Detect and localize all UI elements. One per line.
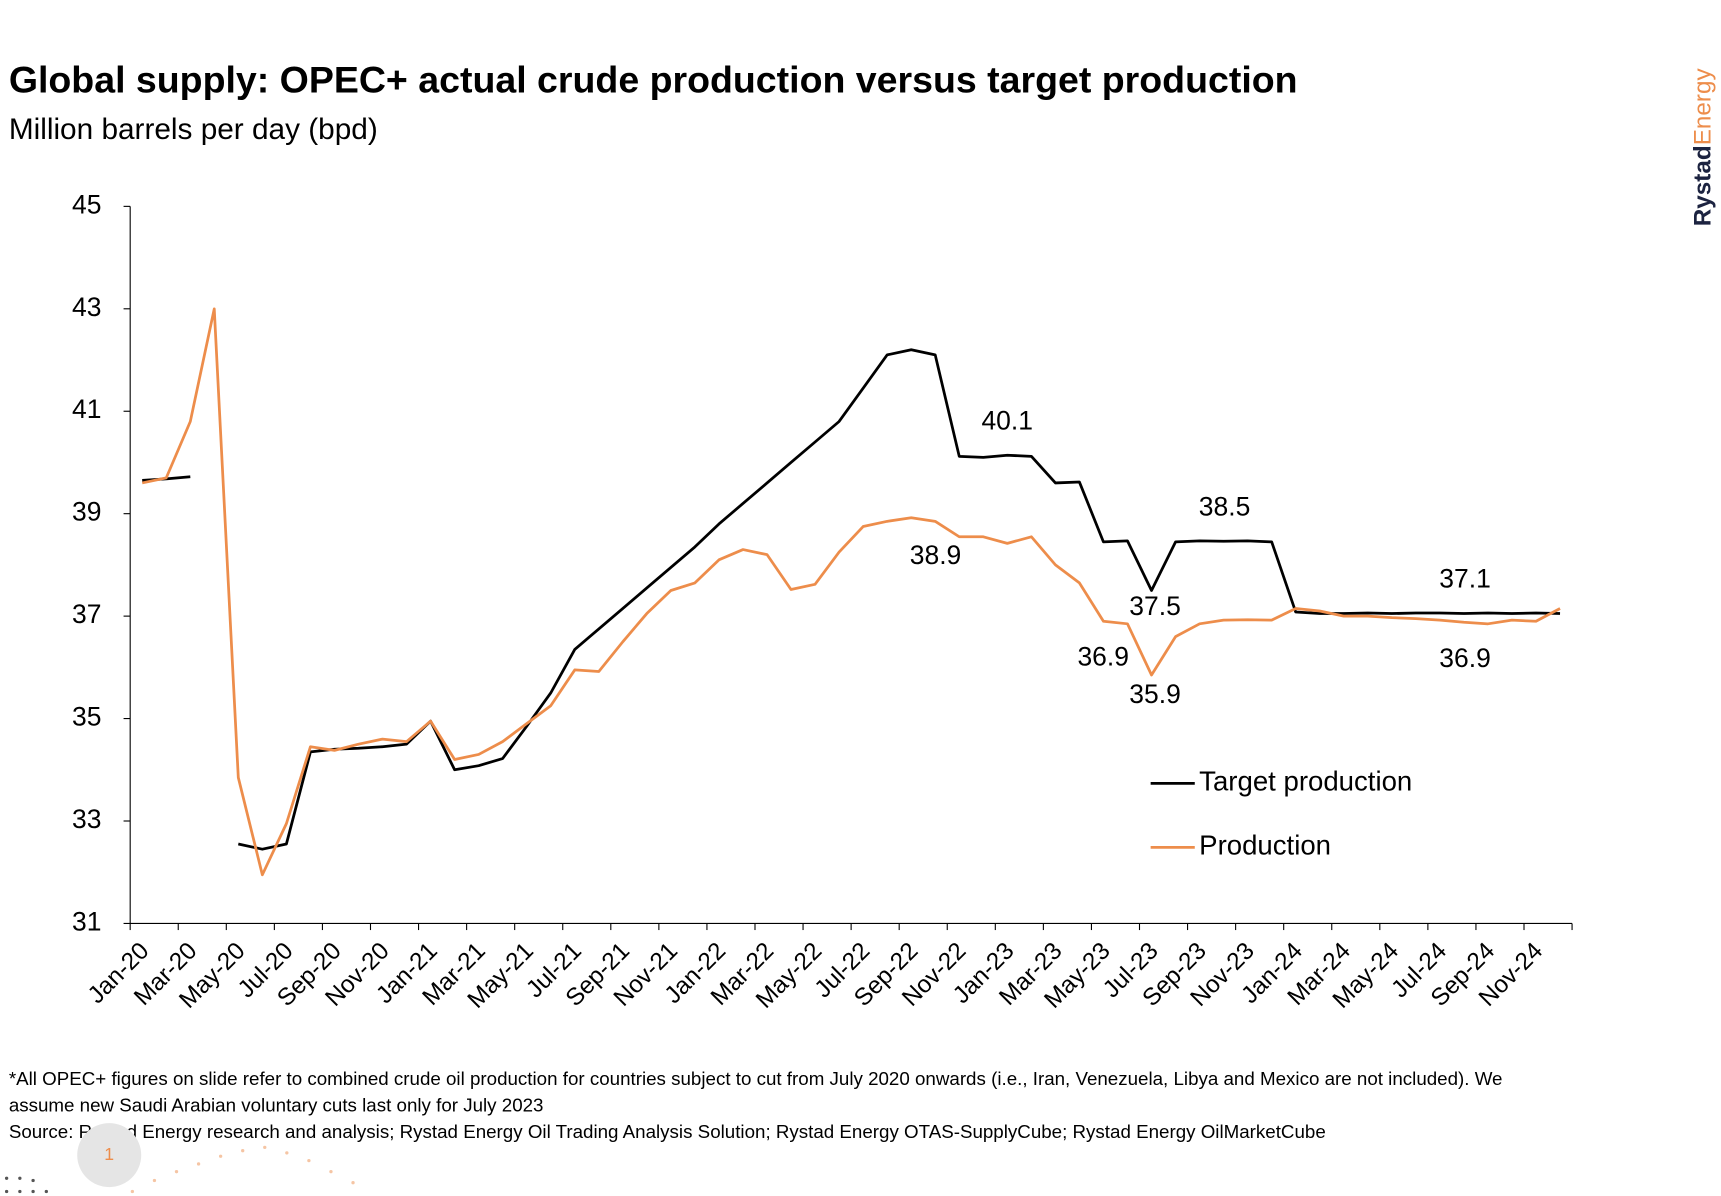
- logo-text: RystadEnergy: [1690, 68, 1717, 227]
- annotation: 35.9: [1129, 679, 1181, 709]
- y-tick-label: 43: [72, 292, 101, 322]
- source: Source: Rystad Energy research and analy…: [9, 1121, 1326, 1142]
- page-number: 1: [104, 1144, 114, 1164]
- footnote: *All OPEC+ figures on slide refer to com…: [9, 1068, 1503, 1089]
- annotation: 36.9: [1439, 643, 1491, 673]
- y-tick-label: 41: [72, 394, 101, 424]
- annotation: 38.5: [1199, 492, 1251, 522]
- y-tick-label: 35: [72, 702, 101, 732]
- annotation: 37.1: [1439, 563, 1491, 593]
- decoration: [4, 1176, 48, 1194]
- logo: RystadEnergy: [1690, 68, 1717, 227]
- footnote: assume new Saudi Arabian voluntary cuts …: [9, 1095, 544, 1116]
- y-tick-label: 31: [72, 906, 101, 936]
- logo-part: Rystad: [1690, 145, 1717, 226]
- y-tick-label: 33: [72, 804, 101, 834]
- decoration: [130, 1145, 355, 1194]
- annotation: 38.9: [910, 540, 962, 570]
- y-tick-label: 45: [72, 189, 101, 219]
- page-badge: [77, 1123, 142, 1188]
- series-line: [141, 307, 1561, 877]
- chart-subtitle: Million barrels per day (bpd): [9, 113, 378, 146]
- logo-part: Energy: [1690, 68, 1717, 146]
- chart-title: Global supply: OPEC+ actual crude produc…: [9, 59, 1298, 101]
- annotation: 37.5: [1129, 591, 1181, 621]
- legend-label: Target production: [1199, 766, 1412, 797]
- y-tick-label: 39: [72, 497, 101, 527]
- annotation: 40.1: [981, 406, 1033, 436]
- y-tick-label: 37: [72, 599, 101, 629]
- legend-label: Production: [1199, 830, 1331, 861]
- annotation: 36.9: [1077, 642, 1129, 672]
